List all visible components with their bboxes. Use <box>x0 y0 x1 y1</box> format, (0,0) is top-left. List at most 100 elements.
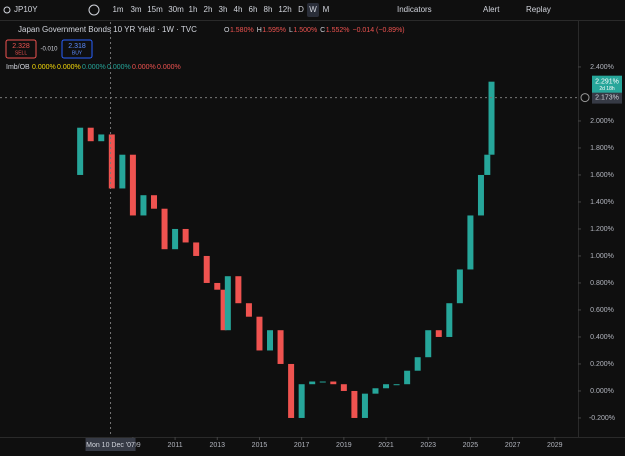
candle-body <box>361 393 368 418</box>
last-price-label: 2.291% <box>595 79 619 86</box>
active-interval-bg <box>307 3 319 17</box>
toolbar-button[interactable]: Replay <box>526 5 551 14</box>
candle-body <box>203 255 210 283</box>
candle-body <box>150 195 157 209</box>
spread: -0.010 <box>40 47 58 53</box>
candle-body <box>488 81 495 155</box>
interval-button[interactable]: 6h <box>249 5 258 14</box>
last-price-box <box>592 75 622 93</box>
candle-body <box>140 195 147 216</box>
y-tick-label: 0.400% <box>590 334 614 341</box>
indicator-value: 0.000% <box>57 64 81 71</box>
candle-body <box>98 134 105 142</box>
y-tick-label: 2.400% <box>590 64 614 71</box>
interval-button[interactable]: 4h <box>234 5 243 14</box>
indicator-name: Imb/OB <box>6 64 30 71</box>
candle-body <box>220 289 227 331</box>
x-tick-label: 2027 <box>505 442 521 449</box>
candle-body <box>383 384 390 389</box>
candle-body <box>351 390 358 418</box>
interval-button[interactable]: M <box>323 5 330 14</box>
crosshair-y-label: 2.173% <box>595 94 619 101</box>
interval-button[interactable]: 12h <box>278 5 291 14</box>
symbol[interactable]: JP10Y <box>14 5 38 14</box>
legend-low-label: L <box>289 27 293 34</box>
interval-button[interactable]: 8h <box>264 5 273 14</box>
y-tick-label: 1.400% <box>590 199 614 206</box>
candle-body <box>182 228 189 243</box>
x-tick-label: 2025 <box>463 442 479 449</box>
sell-button[interactable] <box>5 39 37 59</box>
y-tick-label: 1.800% <box>590 145 614 152</box>
candle-body <box>129 154 136 216</box>
legend-close: 1.552% <box>326 27 350 34</box>
candle-body <box>277 330 284 364</box>
x-tick-label: 2017 <box>294 442 310 449</box>
y-tick-label: 1.200% <box>590 226 614 233</box>
y-tick-label: 0.600% <box>590 307 614 314</box>
legend-change: −0.014 (−0.89%) <box>352 27 404 34</box>
candle-body <box>435 330 442 337</box>
search-icon[interactable] <box>3 6 11 14</box>
candle-body <box>245 303 252 317</box>
interval-button[interactable]: 2h <box>204 5 213 14</box>
candle-body <box>235 276 242 304</box>
y-tick-label: -0.200% <box>589 415 615 422</box>
toolbar-button[interactable]: Alert <box>483 5 500 14</box>
candle-body <box>340 384 347 391</box>
indicator-value: 0.000% <box>82 64 106 71</box>
interval-button[interactable]: D <box>298 5 304 14</box>
interval-button[interactable]: 30m <box>168 5 184 14</box>
crosshair-x-box <box>85 438 136 451</box>
x-tick-label: 2015 <box>252 442 268 449</box>
y-tick-label: 0.000% <box>590 388 614 395</box>
candle-body <box>161 208 168 250</box>
candle-body <box>425 330 432 358</box>
buy-label: BUY <box>72 50 83 56</box>
y-tick-label: 1.000% <box>590 253 614 260</box>
candle-body <box>393 384 400 386</box>
candle-body <box>224 276 231 331</box>
candle-body <box>108 134 115 189</box>
y-tick-label: 0.200% <box>590 361 614 368</box>
legend-open: 1.580% <box>230 27 254 34</box>
interval-button[interactable]: W <box>309 5 317 14</box>
add-alert-button[interactable] <box>580 93 590 103</box>
candle-body <box>467 215 474 270</box>
y-tick-label: 0.800% <box>590 280 614 287</box>
x-tick-label: 2021 <box>378 442 394 449</box>
candle-body <box>119 154 126 189</box>
interval-button[interactable]: 3h <box>219 5 228 14</box>
toolbar-button[interactable]: Indicators <box>397 5 432 14</box>
indicator-value: 0.000% <box>157 64 181 71</box>
sell-label: SELL <box>15 50 27 56</box>
candle-body <box>404 370 411 385</box>
candle-body <box>77 127 84 175</box>
x-tick-label: 2023 <box>420 442 436 449</box>
crosshair-x-label: Mon 10 Dec '07 <box>86 442 135 449</box>
add-symbol[interactable] <box>88 4 100 16</box>
x-tick-label: 2019 <box>336 442 352 449</box>
candle-body <box>298 384 305 418</box>
indicator-value: 0.000% <box>107 64 131 71</box>
x-tick-label: 2011 <box>168 442 183 449</box>
indicator-value: 0.000% <box>132 64 156 71</box>
buy-button[interactable] <box>61 39 93 59</box>
interval-button[interactable]: 1h <box>189 5 198 14</box>
legend-high: 1.595% <box>262 27 286 34</box>
candle-body <box>330 381 337 385</box>
interval-button[interactable]: 3m <box>130 5 141 14</box>
candle-body <box>484 154 491 175</box>
buy-price: 2.318 <box>68 43 86 50</box>
x-tick-label: 2029 <box>547 442 563 449</box>
crosshair-y-box <box>592 91 622 104</box>
legend-open-label: O <box>224 27 230 34</box>
interval-button[interactable]: 15m <box>147 5 163 14</box>
interval-button[interactable]: 1m <box>112 5 123 14</box>
x-tick-label: 2013 <box>209 442 225 449</box>
candle-body <box>477 174 484 216</box>
legend-close-label: C <box>320 27 325 34</box>
